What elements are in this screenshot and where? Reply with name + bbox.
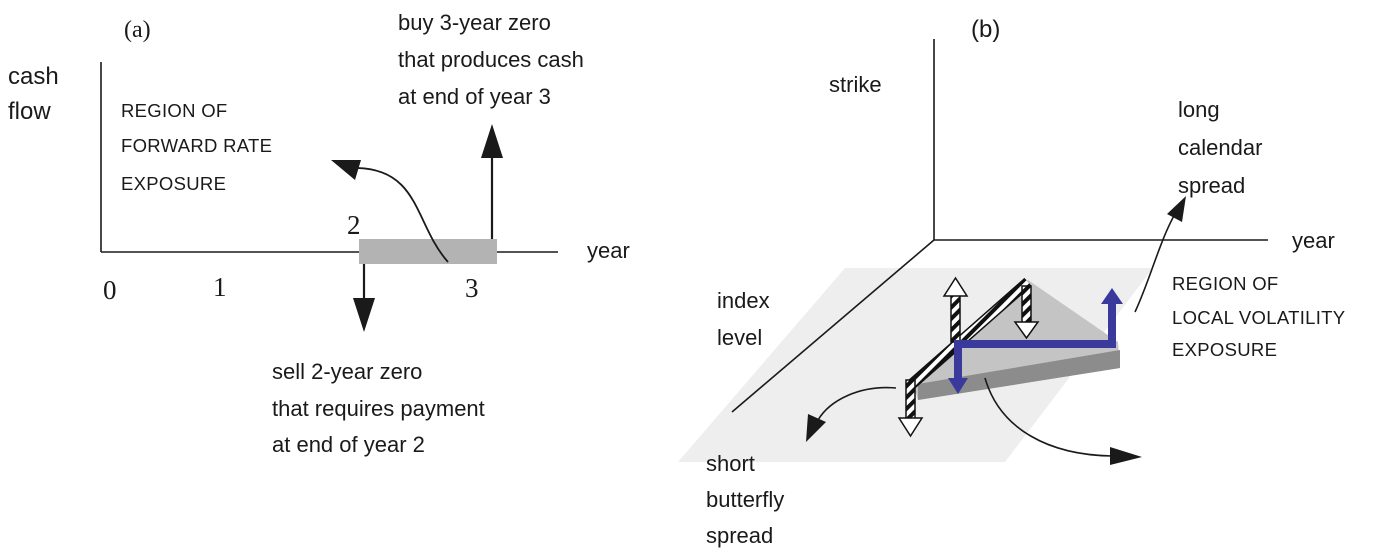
index-label-line1: index <box>717 288 770 313</box>
panel-a-label: (a) <box>124 17 151 43</box>
sell-label-line2: that requires payment <box>272 396 485 421</box>
sell-arrow-head <box>353 298 375 332</box>
buy-arrow-head <box>481 124 503 158</box>
calendar-label-line3: spread <box>1178 173 1245 198</box>
panel-b: (b) strike year index level <box>678 16 1345 548</box>
vol-region-label-line2: LOCAL VOLATILITY <box>1172 307 1345 328</box>
butterfly-pointer-head <box>806 414 826 442</box>
calendar-label-line1: long <box>1178 97 1220 122</box>
forward-rate-bar <box>359 239 497 264</box>
butterfly-label-line1: short <box>706 451 755 476</box>
region-label-line2: FORWARD RATE <box>121 135 272 156</box>
wedge-pointer-curve <box>984 377 1113 457</box>
vol-region-label-line3: EXPOSURE <box>1172 339 1277 360</box>
sell-label-line1: sell 2-year zero <box>272 359 422 384</box>
calendar-arrow-down-head <box>948 378 968 394</box>
tick-3: 3 <box>465 273 479 303</box>
calendar-label-line2: calendar <box>1178 135 1262 160</box>
calendar-arrow-up-head <box>1101 288 1123 304</box>
sell-label-line3: at end of year 2 <box>272 432 425 457</box>
buy-label-line1: buy 3-year zero <box>398 10 551 35</box>
vol-region-label-line1: REGION OF <box>1172 273 1279 294</box>
butterfly-label-line3: spread <box>706 523 773 548</box>
year-label: year <box>1292 228 1335 253</box>
x-axis-label: year <box>587 238 630 263</box>
region-label-line3: EXPOSURE <box>121 173 226 194</box>
wedge-pointer-head <box>1110 447 1142 465</box>
region-label-line1: REGION OF <box>121 100 228 121</box>
tick-0: 0 <box>103 275 117 305</box>
buy-label-line3: at end of year 3 <box>398 84 551 109</box>
tick-1: 1 <box>213 272 227 302</box>
calendar-spread-path <box>954 302 1116 384</box>
panel-a: (a) cash flow year REGION OF FORWARD RAT… <box>8 10 630 457</box>
region-pointer-head <box>331 160 361 180</box>
butterfly-arrow-down-left <box>897 379 924 438</box>
tick-2: 2 <box>347 210 361 240</box>
butterfly-bar <box>909 278 1031 388</box>
butterfly-label-line2: butterfly <box>706 487 784 512</box>
buy-label-line2: that produces cash <box>398 47 584 72</box>
index-level-axis <box>731 239 935 413</box>
cash-flow-label-line1: cash <box>8 63 59 90</box>
butterfly-arrow-down-right <box>1013 285 1040 340</box>
calendar-pointer-curve <box>1134 213 1176 313</box>
butterfly-pointer-curve <box>817 386 897 421</box>
cash-flow-label-line2: flow <box>8 98 51 125</box>
index-label-line2: level <box>717 325 762 350</box>
panel-b-label: (b) <box>971 16 1000 43</box>
volatility-wedge-side <box>918 350 1120 400</box>
strike-label: strike <box>829 72 882 97</box>
calendar-pointer-head <box>1167 196 1186 222</box>
region-pointer-curve <box>357 167 449 263</box>
